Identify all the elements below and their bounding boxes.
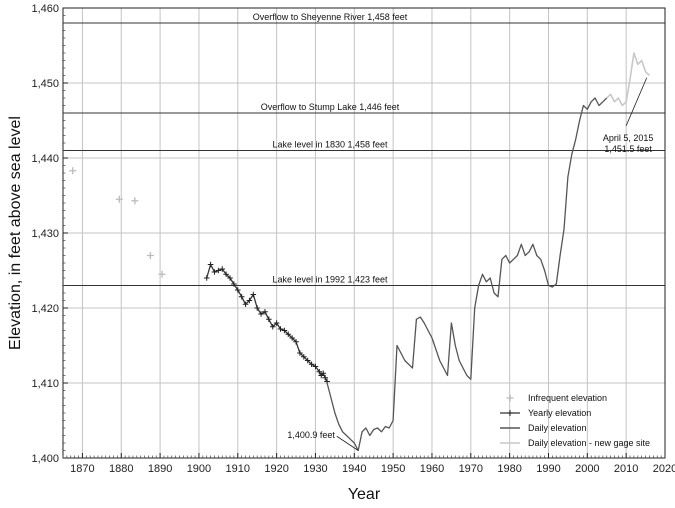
data-point xyxy=(304,357,311,364)
x-tick-label: 1900 xyxy=(187,463,211,475)
x-tick-label: 1880 xyxy=(109,463,133,475)
series-line xyxy=(206,263,328,382)
data-point xyxy=(281,327,288,334)
x-tick-label: 1980 xyxy=(497,463,521,475)
series-yearly-elevation xyxy=(203,261,330,385)
axis-ticks: 1870 1880 1890 1900 1910 1920 1930 1940 1950 1960… xyxy=(31,3,675,475)
grid xyxy=(63,7,666,459)
x-tick-label: 2020 xyxy=(653,463,675,475)
data-point xyxy=(69,167,77,175)
data-point xyxy=(308,361,315,368)
y-tick-label: 1,430 xyxy=(31,228,59,240)
data-point xyxy=(277,326,284,332)
data-point xyxy=(215,267,222,274)
data-point xyxy=(322,374,328,381)
y-tick-label: 1,440 xyxy=(31,153,59,165)
data-point xyxy=(273,320,280,326)
series-daily-elevation xyxy=(326,97,608,452)
legend-label: Daily elevation - new gage site xyxy=(528,438,650,448)
x-tick-label: 1930 xyxy=(303,463,327,475)
reference-line-label: Lake level in 1992 1,423 feet xyxy=(272,275,388,285)
data-point xyxy=(316,368,323,375)
legend-item: Yearly elevation xyxy=(500,408,591,418)
annotation-leader xyxy=(336,435,359,451)
data-point xyxy=(262,308,268,315)
data-point xyxy=(293,338,299,345)
legend-label: Infrequent elevation xyxy=(528,393,607,403)
data-point xyxy=(203,275,210,281)
data-point xyxy=(312,363,319,370)
x-tick-label: 1990 xyxy=(536,463,560,475)
y-tick-label: 1,420 xyxy=(31,303,59,315)
x-tick-label: 1950 xyxy=(381,463,405,475)
data-point xyxy=(234,287,241,293)
x-tick-label: 1890 xyxy=(148,463,172,475)
data-point xyxy=(250,291,257,298)
series xyxy=(69,52,651,452)
data-point xyxy=(254,305,260,311)
data-point xyxy=(207,261,214,268)
x-tick-label: 1960 xyxy=(420,463,444,475)
y-tick-label: 1,450 xyxy=(31,78,59,90)
legend-item: Daily elevation - new gage site xyxy=(500,438,650,448)
x-tick-label: 2010 xyxy=(614,463,638,475)
y-tick-label: 1,410 xyxy=(31,378,59,390)
x-tick-label: 1870 xyxy=(70,463,94,475)
legend-label: Yearly elevation xyxy=(528,408,591,418)
data-point xyxy=(238,293,245,300)
data-point xyxy=(211,269,218,275)
data-point xyxy=(289,335,295,341)
reference-line-label: Overflow to Stump Lake 1,446 feet xyxy=(261,102,400,112)
data-point xyxy=(223,271,229,278)
x-tick-label: 2000 xyxy=(575,463,599,475)
series-daily-elevation-new-gage-site xyxy=(606,52,651,107)
legend-item: Infrequent elevation xyxy=(506,393,607,403)
reference-line-label: Lake level in 1830 1,458 feet xyxy=(272,140,388,150)
data-point xyxy=(219,266,226,272)
data-point xyxy=(266,316,272,323)
data-point xyxy=(285,331,292,338)
series-line xyxy=(606,52,651,107)
y-tick-label: 1,460 xyxy=(31,3,59,15)
data-point xyxy=(146,252,154,259)
annotation-label: April 5, 2015 xyxy=(603,133,654,143)
series-line xyxy=(326,97,608,452)
series-infrequent-elevation xyxy=(69,167,166,278)
x-axis-title: Year xyxy=(348,486,381,503)
legend-item: Daily elevation xyxy=(500,423,587,433)
annotation-leader xyxy=(625,77,648,126)
x-tick-label: 1940 xyxy=(342,463,366,475)
annotation-label: 1,451.5 feet xyxy=(604,144,652,154)
legend: Infrequent elevation Yearly elevation Dail… xyxy=(500,393,650,448)
data-point xyxy=(227,275,233,281)
data-point xyxy=(301,353,307,360)
y-axis-title: Elevation, in feet above sea level xyxy=(7,116,24,350)
data-point xyxy=(269,323,276,330)
data-point xyxy=(297,350,303,356)
data-point xyxy=(246,297,253,304)
y-tick-label: 1,400 xyxy=(31,453,59,465)
reference-line-label: Overflow to Sheyenne River 1,458 feet xyxy=(253,12,408,22)
data-point xyxy=(158,270,166,278)
annotation-label: 1,400.9 feet xyxy=(287,430,335,440)
reference-lines: Overflow to Sheyenne River 1,458 feet Ove… xyxy=(63,12,665,286)
x-tick-label: 1910 xyxy=(226,463,250,475)
data-point xyxy=(131,197,139,205)
x-tick-label: 1920 xyxy=(264,463,288,475)
data-point xyxy=(258,311,264,317)
x-tick-label: 1970 xyxy=(459,463,483,475)
data-point xyxy=(320,370,327,377)
legend-label: Daily elevation xyxy=(528,423,587,433)
data-point xyxy=(242,301,249,308)
data-point xyxy=(115,195,123,203)
data-point xyxy=(231,281,237,287)
data-point xyxy=(506,394,514,402)
data-point xyxy=(507,410,513,416)
